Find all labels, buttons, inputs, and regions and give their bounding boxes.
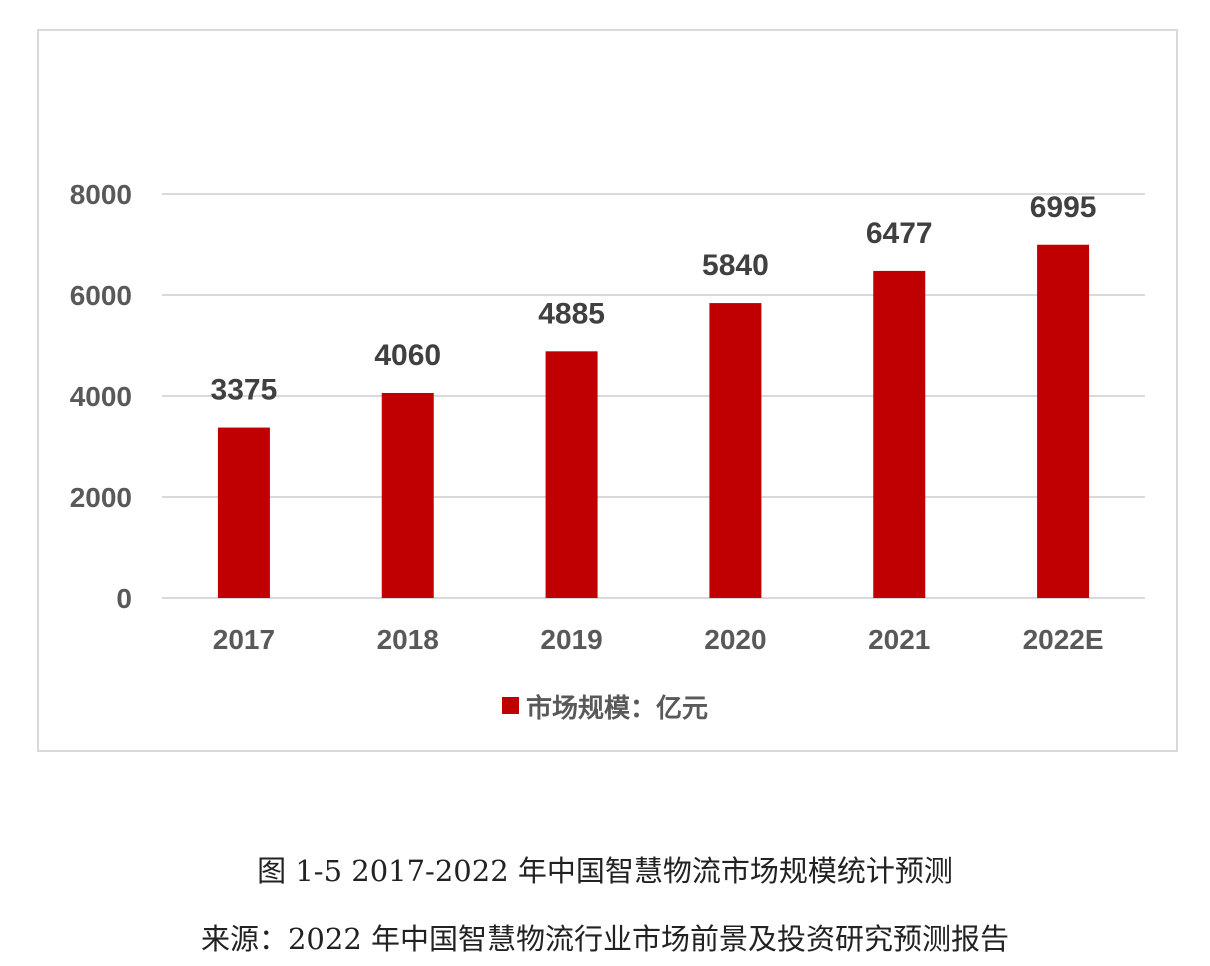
x-tick-label: 2021: [868, 624, 930, 655]
y-tick-label: 0: [116, 583, 132, 614]
data-label: 3375: [211, 374, 278, 407]
data-label: 4060: [374, 339, 441, 372]
bar: [545, 351, 598, 598]
y-tick-label: 6000: [70, 280, 132, 311]
figure-source: 来源：2022 年中国智慧物流行业市场前景及投资研究预测报告: [200, 922, 1010, 956]
figure-caption: 图 1-5 2017-2022 年中国智慧物流市场规模统计预测: [257, 854, 953, 888]
legend-swatch: [502, 697, 519, 714]
data-label: 4885: [538, 297, 605, 330]
chart-container: 0 2000 4000 6000 8000 3375 2017 4060 2018 4885 201…: [37, 29, 1178, 752]
x-tick-label: 2018: [377, 624, 439, 655]
legend-label: 市场规模：亿元: [526, 693, 708, 724]
bar: [381, 392, 434, 598]
y-tick-label: 8000: [70, 179, 132, 210]
x-tick-label: 2020: [704, 624, 766, 655]
data-label: 6477: [866, 217, 933, 250]
bar: [709, 303, 762, 598]
data-label: 6995: [1030, 191, 1097, 224]
bar-chart: 0 2000 4000 6000 8000 3375 2017 4060 2018 4885 201…: [70, 179, 1145, 724]
y-tick-label: 2000: [70, 482, 132, 513]
x-tick-label: 2017: [213, 624, 275, 655]
y-tick-label: 4000: [70, 381, 132, 412]
bar: [873, 270, 926, 598]
x-tick-label: 2022E: [1023, 624, 1104, 655]
bar: [217, 427, 270, 598]
bar: [1037, 244, 1090, 598]
data-label: 5840: [702, 249, 769, 282]
x-tick-label: 2019: [540, 624, 602, 655]
